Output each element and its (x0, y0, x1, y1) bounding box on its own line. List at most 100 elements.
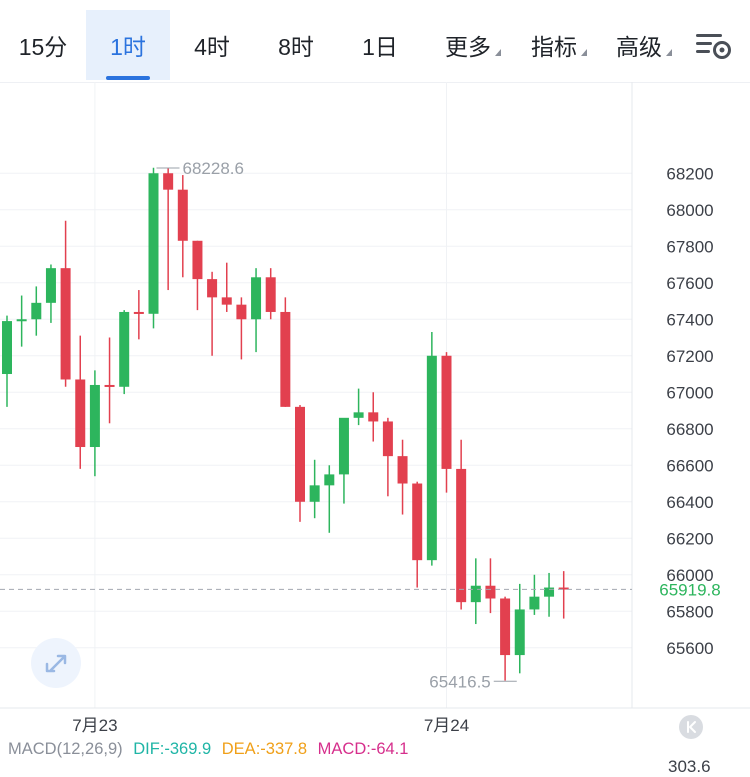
candle-body (382, 421, 393, 457)
macd-value: MACD:-64.1 (317, 740, 409, 758)
candle-up (544, 572, 555, 617)
macd-dif: DIF:-369.9 (133, 740, 212, 758)
tab-4h[interactable]: 4时 (194, 34, 230, 60)
candle-up (309, 459, 320, 519)
y-tick-label: 65600 (666, 639, 713, 658)
caret-icon (666, 48, 672, 56)
tab-indicators-dropdown[interactable]: 指标 (516, 10, 602, 80)
candle-up (16, 295, 27, 347)
tab-1h[interactable]: 1时 (86, 10, 170, 80)
candle-up (529, 574, 540, 615)
candle-down (177, 175, 188, 278)
y-tick-label: 68000 (666, 201, 713, 220)
candle-body (265, 277, 276, 312)
chart-settings-button[interactable] (694, 28, 734, 64)
candle-body (2, 321, 12, 375)
macd-params: MACD(12,26,9) (8, 740, 123, 758)
candle-up (2, 315, 12, 407)
candle-body (192, 240, 203, 280)
y-tick-label: 66600 (666, 456, 713, 475)
macd-scale-value: 303.6 (668, 757, 711, 776)
candle-body (148, 173, 159, 314)
candle-down (441, 352, 452, 493)
candle-down (133, 290, 144, 340)
candle-up (338, 417, 349, 504)
candle-body (221, 297, 232, 305)
candle-body (368, 412, 379, 422)
tab-15m[interactable]: 15分 (18, 34, 68, 60)
candle-body (426, 355, 437, 561)
expand-icon (45, 654, 67, 673)
candle-body (309, 485, 320, 502)
candle-down (368, 392, 379, 442)
fullscreen-button[interactable] (31, 638, 81, 688)
x-tick-label: 7月24 (424, 716, 469, 735)
chart-settings-icon (696, 34, 731, 59)
y-tick-label: 65800 (666, 602, 713, 621)
tab-more-dropdown[interactable]: 更多 (430, 10, 516, 80)
candle-body (177, 189, 188, 241)
candle-down (382, 417, 393, 497)
candle-body (485, 585, 496, 599)
candle-down (221, 262, 232, 312)
y-tick-label: 66000 (666, 566, 713, 585)
candle-body (89, 384, 100, 448)
active-tab-indicator (106, 76, 150, 80)
x-tick-label: 7月23 (72, 716, 117, 735)
candle-up (324, 465, 335, 533)
candle-up (514, 583, 525, 674)
y-tick-label: 67800 (666, 237, 713, 256)
high-marker-label: 68228.6 (183, 159, 244, 178)
caret-icon (581, 48, 587, 56)
candle-down (265, 268, 276, 320)
candle-down (295, 405, 305, 522)
skip-to-end-icon (687, 721, 696, 733)
candle-body (412, 483, 423, 561)
candle-down (485, 558, 496, 614)
y-tick-label: 66200 (666, 529, 713, 548)
candle-down (104, 337, 115, 424)
candle-down (60, 220, 71, 387)
candle-body (529, 596, 540, 610)
y-tick-label: 67600 (666, 274, 713, 293)
candle-body (353, 412, 364, 418)
candle-body (31, 302, 42, 320)
candle-body (470, 585, 481, 603)
y-tick-label: 67200 (666, 347, 713, 366)
candle-down (397, 439, 408, 515)
candle-body (119, 311, 130, 387)
candle-down (456, 439, 467, 610)
candle-body (324, 474, 335, 486)
low-marker-label: 65416.5 (429, 672, 490, 691)
y-tick-label: 66400 (666, 493, 713, 512)
candle-up (426, 332, 437, 566)
tab-1d[interactable]: 1日 (362, 34, 398, 60)
candle-body (16, 319, 27, 322)
candle-down (75, 335, 86, 469)
candle-down (280, 297, 291, 407)
macd-dea: DEA:-337.8 (221, 740, 308, 758)
caret-icon (495, 48, 501, 56)
candle-body (60, 268, 71, 380)
y-tick-label: 68200 (666, 164, 713, 183)
candle-body (75, 379, 86, 448)
tab-8h[interactable]: 8时 (278, 34, 314, 60)
candle-body (338, 417, 349, 475)
interval-toolbar: 15分 1时 4时 8时 1日 更多 指标 高级 (0, 0, 750, 83)
candle-down (207, 271, 218, 356)
candle-down (163, 167, 174, 291)
y-tick-label: 67000 (666, 383, 713, 402)
candle-up (470, 558, 481, 625)
candle-up (45, 264, 56, 323)
candle-body (163, 173, 174, 190)
tab-advanced-dropdown[interactable]: 高级 (602, 10, 686, 80)
candle-up (89, 370, 100, 477)
y-tick-label: 66800 (666, 420, 713, 439)
candle-body (280, 311, 291, 407)
scroll-to-latest-button[interactable] (679, 715, 703, 739)
candle-body (558, 587, 569, 590)
candlestick-chart[interactable]: 68200 68000 67800 67600 67400 67200 67000 66800… (0, 0, 750, 740)
candle-up (119, 310, 130, 395)
candle-body (397, 456, 408, 484)
candle-down (558, 571, 569, 619)
